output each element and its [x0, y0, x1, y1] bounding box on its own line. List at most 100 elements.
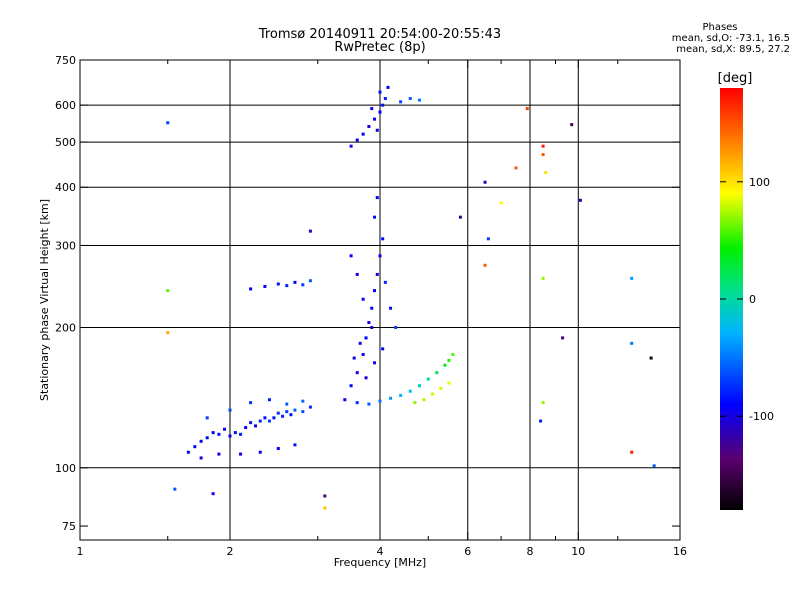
echo-point — [258, 419, 262, 423]
echo-point — [217, 452, 221, 456]
echo-point — [301, 283, 305, 287]
echo-point — [249, 421, 253, 425]
echo-point — [578, 198, 582, 202]
echo-point — [451, 353, 455, 357]
echo-point — [561, 336, 565, 340]
echo-point — [399, 393, 403, 397]
echo-point — [458, 215, 462, 219]
x-tick-label: 1 — [77, 545, 84, 558]
echo-point — [370, 107, 374, 111]
echo-point — [370, 306, 374, 310]
echo-point — [367, 402, 371, 406]
y-tick-label: 300 — [55, 239, 76, 252]
echo-point — [389, 306, 393, 310]
colorbar-tick-label: 0 — [749, 293, 756, 306]
y-tick-label: 100 — [55, 462, 76, 475]
y-tick-label: 600 — [55, 99, 76, 112]
stats-x-mode: mean, sd,X: 89.5, 27.2 — [676, 44, 790, 55]
y-axis-label: Stationary phase Virtual Height [km] — [38, 199, 51, 401]
echo-point — [381, 347, 385, 351]
echo-point — [258, 450, 262, 454]
echo-point — [281, 414, 285, 418]
y-tick-label: 500 — [55, 136, 76, 149]
echo-point — [417, 98, 421, 102]
echo-point — [289, 413, 293, 417]
x-tick-label: 2 — [227, 545, 234, 558]
echo-point — [630, 450, 634, 454]
echo-point — [349, 254, 353, 258]
echo-point — [285, 410, 289, 414]
echo-point — [361, 132, 365, 136]
echo-point — [486, 237, 490, 241]
echo-point — [399, 100, 403, 104]
axis-ticks: 1 2 4 6 8 10 16 75 100 200 300 400 500 600 750 — [55, 54, 687, 558]
echo-point — [166, 121, 170, 125]
x-tick-label: 10 — [571, 545, 585, 558]
echo-point — [293, 280, 297, 284]
echo-point — [431, 392, 435, 396]
echo-point — [186, 450, 190, 454]
gridlines — [80, 60, 680, 540]
stats-title: Phases — [702, 22, 738, 33]
echo-point — [373, 215, 377, 219]
echo-point — [383, 97, 387, 101]
echo-point — [217, 432, 221, 436]
echo-point — [541, 276, 545, 280]
echo-point — [541, 153, 545, 157]
echo-point — [249, 401, 253, 405]
echo-point — [276, 447, 280, 451]
echo-point — [249, 287, 253, 291]
echo-point — [301, 399, 305, 403]
echo-point — [378, 110, 382, 114]
echo-point — [293, 408, 297, 412]
echo-point — [525, 107, 529, 111]
stats-o-mode: mean, sd,O: -73.1, 16.5 — [671, 33, 790, 44]
echo-point — [361, 353, 365, 357]
echo-point — [570, 123, 574, 127]
y-tick-label: 750 — [55, 54, 76, 67]
echo-point — [394, 326, 398, 330]
echo-point — [499, 201, 503, 205]
y-tick-label: 75 — [62, 520, 76, 533]
echo-point — [308, 279, 312, 283]
y-tick-label: 400 — [55, 181, 76, 194]
echo-point — [373, 117, 377, 121]
echo-point — [364, 336, 368, 340]
echo-point — [355, 138, 359, 142]
echo-point — [267, 398, 271, 402]
echo-point — [205, 436, 209, 440]
echo-point — [426, 377, 430, 381]
echo-point — [375, 196, 379, 200]
echo-point — [228, 408, 232, 412]
colorbar-tick-label: 100 — [749, 176, 770, 189]
echo-point — [308, 405, 312, 409]
x-tick-label: 6 — [464, 545, 471, 558]
echo-point — [349, 144, 353, 148]
echo-point — [253, 424, 257, 428]
echo-point — [361, 297, 365, 301]
echo-point — [211, 431, 215, 435]
echo-point — [649, 356, 653, 360]
echo-point — [439, 386, 443, 390]
echo-point — [378, 399, 382, 403]
echo-point — [267, 419, 271, 423]
echo-point — [323, 494, 327, 498]
echo-point — [539, 419, 543, 423]
echo-point — [285, 402, 289, 406]
echo-point — [389, 396, 393, 400]
echo-point — [370, 326, 374, 330]
echo-point — [483, 180, 487, 184]
echo-point — [343, 398, 347, 402]
echo-point — [383, 280, 387, 284]
colorbar-label: [deg] — [718, 71, 753, 86]
echo-point — [367, 321, 371, 325]
echo-point — [435, 371, 439, 375]
chart-title: Tromsø 20140911 20:54:00-20:55:43 — [258, 27, 502, 42]
echo-point — [199, 456, 203, 460]
echo-point — [373, 289, 377, 293]
echo-point — [301, 410, 305, 414]
echo-point — [355, 272, 359, 276]
echo-point — [244, 426, 248, 430]
